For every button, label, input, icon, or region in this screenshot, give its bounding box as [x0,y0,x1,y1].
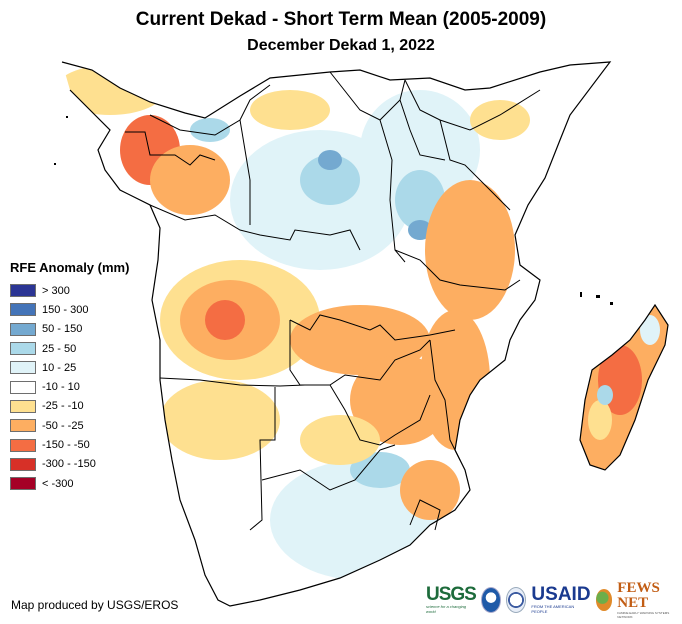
legend-swatch [10,303,36,317]
credit-text: Map produced by USGS/EROS [11,598,179,612]
legend-swatch [10,342,36,356]
usgs-tagline: science for a changing world [426,604,467,614]
usaid-tagline: FROM THE AMERICAN PEOPLE [531,604,575,614]
usaid-logo-text: USAID [531,584,591,605]
anomaly-map [54,61,669,607]
usaid-logo: USAID FROM THE AMERICAN PEOPLE [531,584,591,614]
anomaly-patch [205,300,245,340]
partner-logos: USGS science for a changing world USAID … [426,580,676,620]
legend-swatch [10,380,36,394]
anomaly-patch [425,180,515,320]
legend-item: -50 - -25 [10,416,129,435]
map-title: Current Dekad - Short Term Mean (2005-20… [135,9,547,30]
anomaly-patch [588,400,612,440]
legend-label: -25 - -10 [42,400,84,413]
legend-item: 150 - 300 [10,300,129,319]
map-subtitle: December Dekad 1, 2022 [247,37,435,54]
usgs-logo-text: USGS [426,584,477,605]
legend-label: < -300 [42,477,74,490]
anomaly-patch [318,150,342,170]
anomaly-patch [408,220,432,240]
legend-label: -150 - -50 [42,439,90,452]
legend-label: 10 - 25 [42,361,77,374]
legend-swatch [10,284,36,298]
anomaly-patch [640,315,660,345]
fews-net-logo: FEWS NET FAMINE EARLY WARNING SYSTEMS NE… [617,580,676,620]
coastline [61,61,612,607]
legend-item: < -300 [10,474,129,493]
anomaly-patch [150,145,230,215]
legend-swatch [10,399,36,413]
madagascar-coastline [579,303,669,471]
noaa-logo-icon [480,587,502,613]
usaid-seal-icon [506,587,527,613]
legend-swatch [10,361,36,375]
anomaly-patch [160,380,280,460]
anomaly-patch [470,100,530,140]
legend-title: RFE Anomaly (mm) [10,260,130,275]
legend-item: 10 - 25 [10,358,129,377]
legend-item: -10 - 10 [10,377,129,396]
legend: RFE Anomaly (mm) > 300 150 - 300 50 - 150 2… [10,260,129,493]
legend-label: 150 - 300 [42,303,89,316]
legend-label: 25 - 50 [42,342,77,355]
legend-label: -300 - -150 [42,458,96,471]
legend-swatch [10,477,36,491]
fews-globe-icon [595,589,613,611]
anomaly-patch [62,65,165,115]
legend-item: -300 - -150 [10,455,129,474]
legend-swatch [10,322,36,336]
anomaly-patch [300,415,380,465]
anomaly-patch [250,90,330,130]
legend-swatch [10,457,36,471]
anomaly-patch [190,118,230,142]
islands [54,116,613,305]
legend-swatch [10,419,36,433]
legend-item: 50 - 150 [10,320,129,339]
legend-swatch [10,438,36,452]
legend-label: -10 - 10 [42,381,80,394]
anomaly-patch [400,460,460,520]
legend-item: 25 - 50 [10,339,129,358]
legend-item: > 300 [10,281,129,300]
anomaly-patch [300,155,360,205]
anomaly-patch [350,452,410,488]
legend-label: > 300 [42,284,70,297]
legend-item: -25 - -10 [10,397,129,416]
anomaly-patch [360,90,480,210]
country-borders [125,71,541,531]
anomaly-patch [597,385,613,405]
usgs-logo: USGS science for a changing world [426,584,477,614]
legend-label: 50 - 150 [42,323,83,336]
legend-item: -150 - -50 [10,435,129,454]
legend-label: -50 - -25 [42,419,84,432]
fews-logo-text: FEWS NET [617,580,660,611]
fews-tagline: FAMINE EARLY WARNING SYSTEMS NETWORK [617,611,670,619]
madagascar [580,305,668,470]
